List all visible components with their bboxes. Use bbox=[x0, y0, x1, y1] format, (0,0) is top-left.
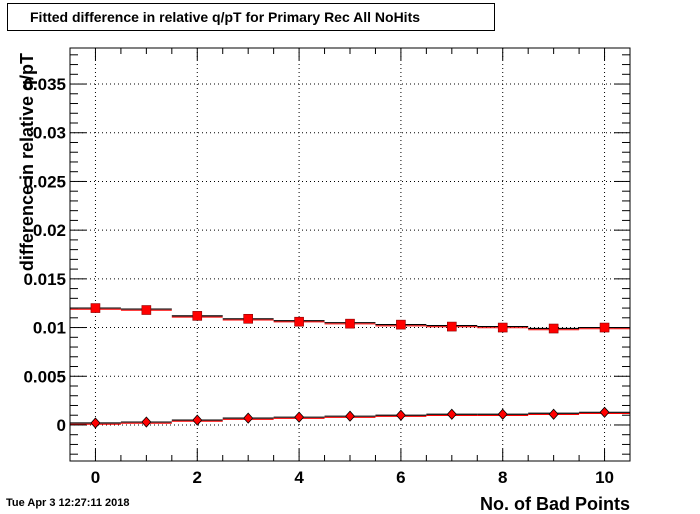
data-point bbox=[243, 412, 254, 424]
x-tick-label: 2 bbox=[193, 468, 202, 487]
axis-ticks bbox=[69, 48, 631, 461]
data-point bbox=[497, 322, 508, 333]
data-point bbox=[395, 409, 406, 421]
data-point bbox=[396, 319, 406, 330]
data-point bbox=[599, 406, 610, 418]
data-point bbox=[548, 323, 559, 334]
series-layer bbox=[70, 303, 630, 429]
data-point bbox=[599, 322, 610, 333]
tick-labels: 0 2 4 6 8 10 0 0.005 0.01 0.015 0.02 0.025 0.03 0.035 bbox=[23, 75, 614, 487]
data-point bbox=[192, 414, 203, 426]
data-point bbox=[141, 305, 152, 315]
y-tick-label: 0.025 bbox=[23, 172, 66, 191]
x-tick-label: 8 bbox=[498, 468, 507, 487]
y-tick-label: 0.02 bbox=[33, 221, 66, 240]
data-point bbox=[447, 321, 457, 332]
series-1 bbox=[70, 303, 630, 334]
data-point bbox=[548, 408, 559, 420]
x-tick-label: 10 bbox=[595, 468, 614, 487]
y-tick-label: 0 bbox=[57, 416, 66, 435]
data-point bbox=[90, 417, 101, 429]
data-point bbox=[90, 303, 101, 313]
data-point bbox=[446, 408, 457, 420]
y-tick-label: 0.03 bbox=[33, 124, 66, 143]
chart-title: Fitted difference in relative q/pT for P… bbox=[7, 3, 495, 31]
data-point bbox=[141, 416, 152, 428]
plot-frame bbox=[69, 47, 631, 462]
y-tick-label: 0.035 bbox=[23, 75, 66, 94]
y-tick-label: 0.015 bbox=[23, 270, 66, 289]
data-point bbox=[294, 316, 304, 327]
data-point bbox=[497, 408, 508, 420]
data-point bbox=[294, 411, 305, 423]
data-point bbox=[345, 318, 355, 329]
data-point bbox=[192, 311, 203, 321]
y-tick-label: 0.01 bbox=[33, 319, 66, 338]
grid bbox=[70, 48, 630, 461]
data-point bbox=[344, 410, 356, 422]
timestamp: Tue Apr 3 12:27:11 2018 bbox=[6, 497, 130, 509]
series-2 bbox=[70, 406, 630, 429]
x-tick-label: 6 bbox=[396, 468, 405, 487]
x-tick-label: 0 bbox=[91, 468, 100, 487]
data-point bbox=[243, 313, 253, 324]
y-axis-title: difference in relative q/pT bbox=[17, 53, 37, 271]
y-tick-label: 0.005 bbox=[23, 367, 66, 386]
x-tick-label: 4 bbox=[294, 468, 304, 487]
x-axis-title: No. of Bad Points bbox=[480, 494, 630, 514]
